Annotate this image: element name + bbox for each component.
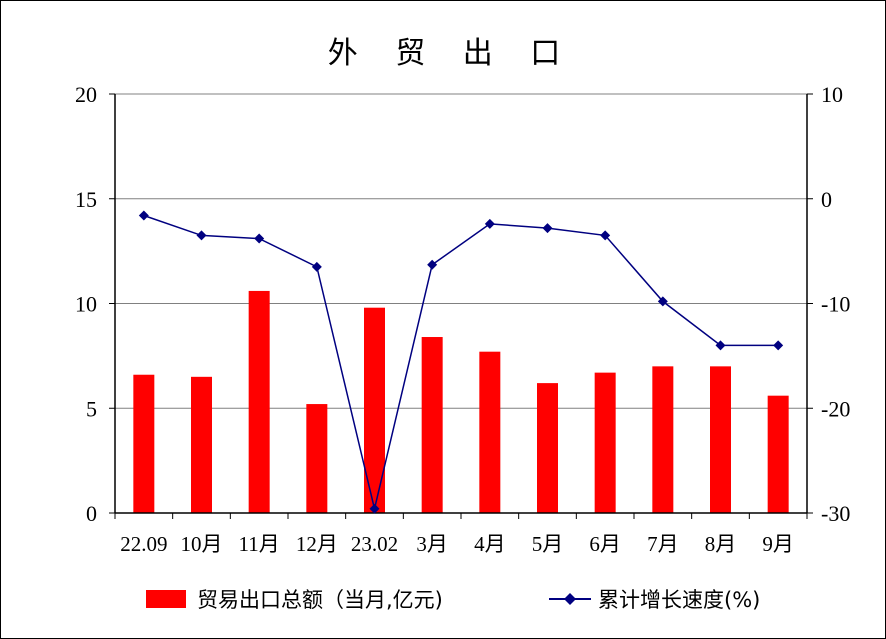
legend-label-bar: 贸易出口总额（当月,亿元)	[197, 588, 443, 612]
bar	[710, 366, 731, 513]
bar	[594, 372, 616, 513]
bar	[537, 383, 558, 513]
legend-label-line: 累计增长速度(%)	[598, 588, 760, 612]
category-label: 22.09	[120, 532, 167, 556]
bar	[767, 395, 789, 513]
legend-swatch-bar	[146, 590, 186, 608]
line-point	[196, 230, 207, 241]
category-label: 4月	[474, 532, 506, 556]
category-label: 9月	[762, 532, 794, 556]
category-label: 6月	[589, 532, 621, 556]
bar	[133, 374, 155, 513]
category-label: 10月	[181, 532, 223, 556]
line-point	[138, 210, 149, 221]
category-label: 12月	[296, 532, 338, 556]
line-point	[715, 340, 726, 351]
right-tick-label: -30	[821, 501, 850, 526]
line-point	[369, 503, 380, 514]
chart-title: 外 贸 出 口	[328, 36, 575, 71]
category-label: 11月	[239, 532, 280, 556]
line-point	[311, 261, 322, 272]
category-label: 5月	[532, 532, 564, 556]
legend: 贸易出口总额（当月,亿元) 累计增长速度(%)	[146, 588, 760, 612]
bar	[421, 337, 443, 513]
category-label: 3月	[416, 532, 448, 556]
right-tick-label: -20	[821, 396, 850, 421]
left-tick-label: 10	[75, 292, 97, 317]
bar	[652, 366, 674, 513]
growth-line	[143, 214, 779, 509]
bar	[479, 351, 501, 513]
bar	[191, 376, 212, 513]
bar	[364, 307, 385, 513]
right-tick-label: 10	[821, 82, 843, 107]
left-tick-label: 20	[75, 82, 97, 107]
line-point	[254, 233, 265, 244]
right-tick-label: -10	[821, 292, 850, 317]
line-point	[484, 218, 495, 229]
left-tick-label: 15	[75, 187, 97, 212]
line-point	[542, 223, 553, 234]
legend-swatch-marker	[564, 593, 576, 605]
category-label: 7月	[647, 532, 679, 556]
line-point	[600, 230, 611, 241]
line-point	[427, 259, 438, 270]
gridlines	[115, 93, 807, 409]
line-point	[773, 340, 784, 351]
left-axis: 0 5 10 15 20	[75, 82, 115, 526]
bar	[248, 290, 270, 513]
right-tick-label: 0	[821, 187, 832, 212]
category-label: 8月	[705, 532, 737, 556]
category-label: 23.02	[351, 532, 398, 556]
left-tick-label: 5	[86, 396, 97, 421]
line-point	[657, 296, 668, 307]
category-axis: 22.09 10月 11月 12月 23.02 3月 4月 5月 6月 7月 8月 9月	[114, 513, 808, 556]
right-axis: -30 -20 -10 0 10	[807, 82, 850, 526]
bar-series	[133, 290, 789, 513]
bar	[306, 404, 328, 513]
line-series	[138, 210, 784, 514]
left-tick-label: 0	[86, 501, 97, 526]
